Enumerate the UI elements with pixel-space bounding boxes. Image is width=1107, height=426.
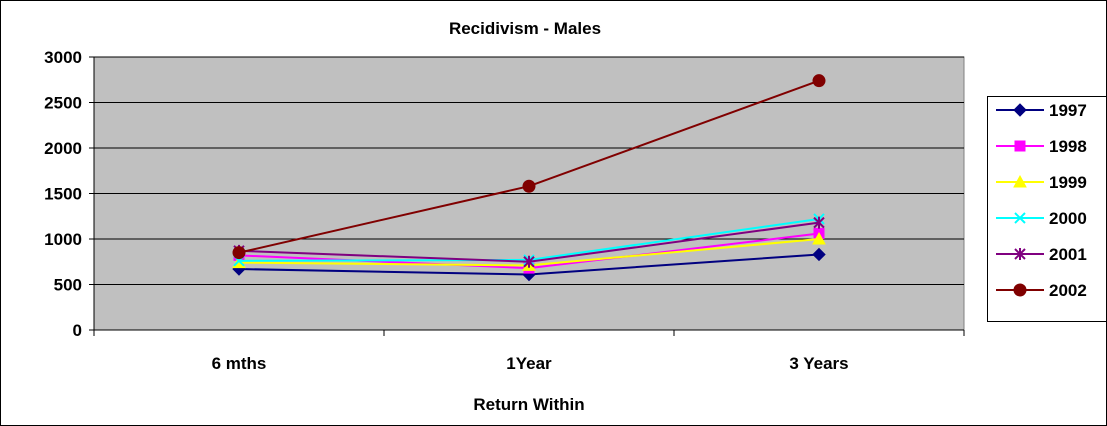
legend: 1997 1998 1999 2000 2001 2002 xyxy=(996,101,1087,300)
y-tick-label: 2500 xyxy=(44,94,82,113)
chart-title: Recidivism - Males xyxy=(449,19,601,38)
legend-label: 2001 xyxy=(1049,245,1087,264)
legend-label: 1999 xyxy=(1049,173,1087,192)
legend-item: 2000 xyxy=(996,209,1087,228)
legend-item: 1999 xyxy=(996,173,1087,192)
series-lines xyxy=(232,74,826,282)
legend-item: 1998 xyxy=(996,137,1087,156)
data-point xyxy=(522,179,536,193)
y-tick-label: 500 xyxy=(54,276,82,295)
y-tick-label: 0 xyxy=(73,321,82,340)
legend-box xyxy=(987,96,1107,322)
legend-label: 2002 xyxy=(1049,281,1087,300)
x-tick-label: 6 mths xyxy=(212,354,267,373)
data-point xyxy=(1013,174,1027,188)
x-axis-label: Return Within xyxy=(473,395,584,414)
legend-item: 2001 xyxy=(996,245,1087,264)
legend-label: 1998 xyxy=(1049,137,1087,156)
y-tick-label: 1000 xyxy=(44,230,82,249)
legend-label: 1997 xyxy=(1049,101,1087,120)
axes: 0 500 1000 1500 2000 2500 3000 6 mths 1Year 3 Yea… xyxy=(44,48,965,373)
x-tick-label: 1Year xyxy=(506,354,552,373)
data-point xyxy=(523,255,535,268)
legend-label: 2000 xyxy=(1049,209,1087,228)
data-point xyxy=(812,247,826,262)
y-tick-label: 1500 xyxy=(44,185,82,204)
legend-item: 1997 xyxy=(996,101,1087,120)
data-point xyxy=(1013,103,1027,117)
legend-item: 2002 xyxy=(996,281,1087,300)
data-point xyxy=(1014,248,1026,260)
data-point xyxy=(812,74,826,88)
y-tick-label: 3000 xyxy=(44,48,82,67)
gridlines xyxy=(94,56,964,285)
x-tick-label: 3 Years xyxy=(789,354,848,373)
data-point xyxy=(812,231,826,245)
data-point xyxy=(1013,283,1027,297)
series-2002 xyxy=(232,74,826,260)
y-tick-label: 2000 xyxy=(44,139,82,158)
data-point xyxy=(232,246,246,260)
data-point xyxy=(813,216,825,229)
data-point xyxy=(1014,212,1026,224)
data-point xyxy=(1014,140,1026,152)
